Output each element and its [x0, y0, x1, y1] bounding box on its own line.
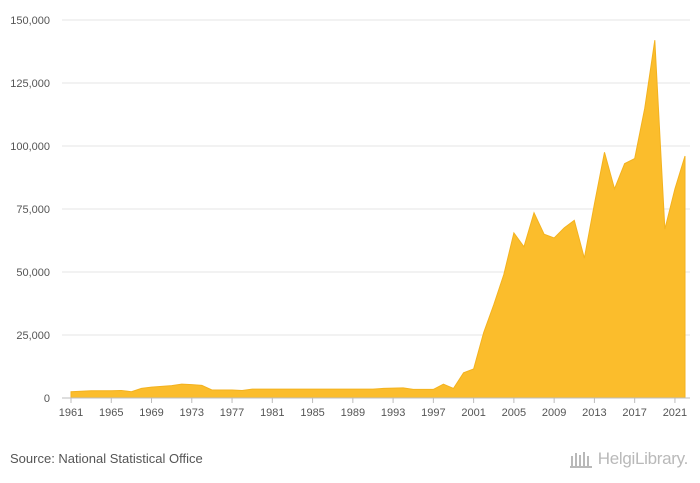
x-tick-label: 1997 [421, 407, 445, 419]
brand-logo: HelgiLibrary. [569, 449, 689, 469]
y-tick-label: 100,000 [10, 141, 50, 153]
x-tick-label: 1961 [59, 407, 83, 419]
x-tick-label: 2005 [502, 407, 526, 419]
x-tick-label: 1965 [99, 407, 123, 419]
brand-name: HelgiLibrary. [597, 449, 689, 468]
y-tick-label: 0 [44, 393, 50, 405]
x-tick-label: 1985 [300, 407, 324, 419]
series-area [70, 40, 686, 399]
x-tick-label: 1989 [341, 407, 365, 419]
y-tick-label: 50,000 [16, 267, 50, 279]
x-tick-label: 1969 [139, 407, 163, 419]
x-tick-label: 1981 [260, 407, 284, 419]
y-tick-label: 25,000 [16, 330, 50, 342]
chart-footer: Source: National Statistical Office Helg… [0, 441, 700, 483]
source-note: Source: National Statistical Office [10, 451, 203, 466]
y-axis-ticks: 0 25,000 50,000 75,000 100,000 125,000 150,000 [10, 15, 50, 405]
x-tick-label: 1977 [220, 407, 244, 419]
area-chart: 0 25,000 50,000 75,000 100,000 125,000 150,000… [10, 15, 690, 419]
x-tick-label: 2001 [461, 407, 485, 419]
y-tick-label: 125,000 [10, 78, 50, 90]
x-axis-ticks: 1961 1965 1969 1973 1977 1981 1985 1989 1993 1997… [59, 398, 687, 419]
x-tick-label: 2017 [622, 407, 646, 419]
x-tick-label: 2021 [663, 407, 687, 419]
x-tick-label: 1973 [180, 407, 204, 419]
x-tick-label: 2013 [582, 407, 606, 419]
library-icon [569, 452, 592, 468]
x-tick-label: 1993 [381, 407, 405, 419]
y-tick-label: 150,000 [10, 15, 50, 27]
y-tick-label: 75,000 [16, 204, 50, 216]
x-tick-label: 2009 [542, 407, 566, 419]
